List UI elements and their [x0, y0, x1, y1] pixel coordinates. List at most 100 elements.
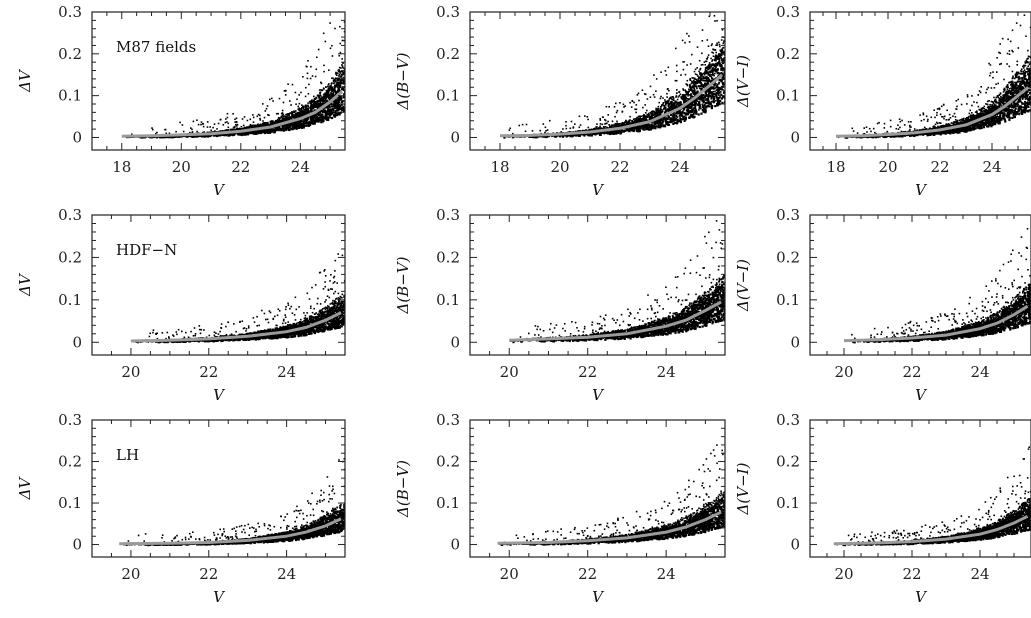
data-point	[675, 47, 677, 50]
data-point	[698, 106, 701, 109]
data-point	[694, 108, 697, 111]
data-point	[659, 111, 661, 114]
axes-frame	[91, 11, 346, 151]
data-point	[700, 74, 703, 77]
data-point	[700, 89, 702, 91]
data-point	[660, 123, 663, 126]
data-point	[328, 97, 330, 100]
data-point	[684, 90, 688, 93]
data-point	[305, 104, 307, 107]
data-point	[657, 107, 660, 110]
data-point	[688, 102, 691, 105]
data-point	[693, 99, 696, 102]
data-point	[198, 134, 201, 137]
data-point	[715, 96, 718, 99]
data-point	[313, 113, 316, 116]
data-point	[337, 103, 340, 106]
data-point	[335, 114, 339, 117]
data-point	[701, 40, 704, 42]
data-point	[712, 90, 715, 93]
data-point	[584, 115, 586, 117]
data-point	[246, 132, 249, 135]
data-point	[328, 86, 330, 88]
data-point	[693, 111, 696, 114]
data-point	[309, 123, 312, 127]
data-point	[594, 127, 596, 130]
data-point	[622, 130, 625, 133]
data-point	[275, 112, 278, 115]
data-point	[692, 115, 695, 118]
data-point	[317, 94, 320, 97]
data-point	[660, 119, 663, 122]
data-point	[309, 100, 312, 103]
data-point	[622, 103, 625, 106]
data-point	[679, 102, 682, 105]
data-point	[320, 104, 323, 106]
data-point	[595, 126, 597, 128]
data-point	[295, 120, 298, 123]
data-point	[700, 93, 703, 96]
data-point	[175, 130, 177, 133]
data-point	[698, 101, 701, 104]
data-point	[677, 96, 680, 98]
data-point	[303, 119, 306, 122]
data-point	[268, 114, 270, 117]
data-point	[202, 123, 204, 125]
data-point	[306, 111, 309, 114]
data-point	[698, 96, 702, 99]
data-point	[718, 101, 721, 104]
data-point	[708, 88, 711, 91]
data-point	[333, 102, 336, 104]
data-point	[322, 32, 325, 35]
data-point	[305, 108, 308, 111]
data-point	[660, 125, 663, 128]
data-point	[667, 105, 670, 108]
data-point	[646, 109, 648, 112]
data-point	[631, 126, 634, 129]
data-point	[307, 107, 309, 110]
data-point	[711, 77, 713, 79]
data-point	[256, 124, 258, 127]
data-point	[607, 120, 609, 123]
data-point	[679, 121, 682, 124]
data-point	[324, 98, 327, 100]
data-point	[716, 83, 719, 86]
data-point	[668, 89, 670, 92]
data-point	[326, 85, 329, 88]
data-point	[680, 74, 682, 76]
data-point	[330, 111, 333, 114]
data-point	[662, 97, 664, 99]
data-point	[719, 87, 721, 89]
data-point	[214, 130, 216, 132]
data-point	[613, 106, 616, 108]
data-point	[644, 93, 647, 96]
data-point	[342, 105, 344, 108]
data-point	[314, 115, 317, 118]
data-point	[663, 106, 667, 109]
data-point	[302, 124, 305, 128]
data-point	[282, 128, 285, 131]
data-point	[710, 44, 713, 47]
data-point	[708, 15, 711, 18]
data-point	[707, 54, 710, 56]
data-point	[577, 130, 579, 132]
data-point	[315, 68, 318, 71]
data-point	[689, 78, 691, 80]
data-point	[692, 107, 695, 110]
data-point	[306, 118, 309, 121]
data-point	[702, 93, 705, 97]
data-point	[630, 120, 633, 122]
data-point	[220, 133, 223, 136]
data-point	[702, 110, 705, 113]
data-point	[224, 121, 227, 124]
data-point	[667, 116, 670, 119]
data-point	[706, 80, 709, 83]
data-point	[713, 82, 716, 85]
data-point	[718, 81, 720, 84]
data-point	[296, 112, 299, 116]
data-point	[657, 123, 660, 126]
data-point	[216, 128, 218, 130]
data-point	[677, 112, 680, 115]
data-point	[244, 132, 247, 135]
